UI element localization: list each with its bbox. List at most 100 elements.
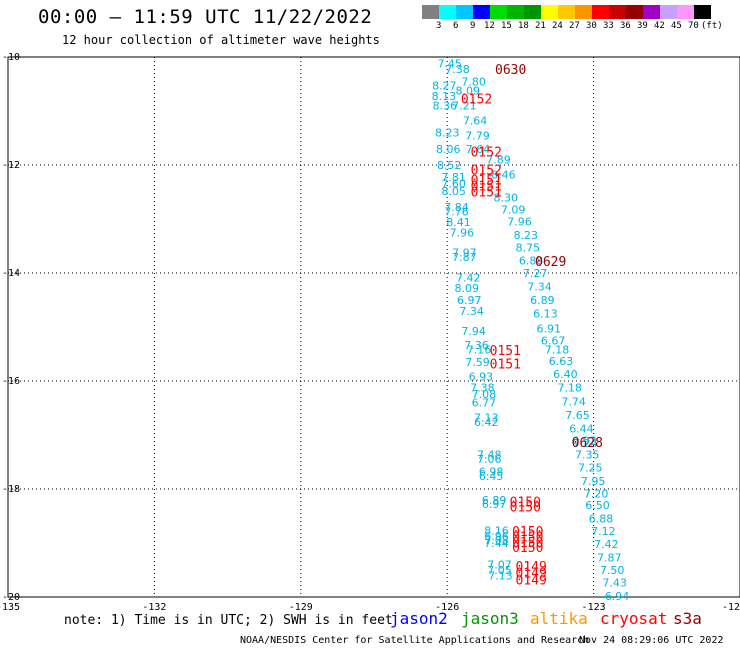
wave-height-label: 6.91 xyxy=(537,323,562,336)
wave-height-label: 7.95 xyxy=(581,475,606,488)
time-label: 0149 xyxy=(516,574,547,589)
y-tick-label: -12 xyxy=(2,160,20,171)
wave-height-label: 7.96 xyxy=(450,227,475,240)
wave-height-label: 8.23 xyxy=(514,229,539,242)
wave-height-label: 6.13 xyxy=(533,308,558,321)
color-swatch xyxy=(677,5,694,19)
wave-height-label: 7.96 xyxy=(507,216,532,229)
time-label: 0150 xyxy=(510,500,541,515)
wave-height-label: 6.93 xyxy=(469,371,494,384)
wave-height-label: 7.64 xyxy=(463,115,488,128)
color-scale-label: 6 xyxy=(453,21,459,31)
wave-height-label: 7.16 xyxy=(467,344,492,357)
color-scale-label: 45 xyxy=(671,21,682,31)
time-label: 0150 xyxy=(512,531,543,546)
wave-height-label: 7.13 xyxy=(474,412,499,425)
wave-height-label: 6.77 xyxy=(472,397,497,410)
wave-height-label: 7.34 xyxy=(527,281,552,294)
color-swatch xyxy=(541,5,558,19)
wave-height-label: 7.27 xyxy=(523,267,548,280)
wave-height-label: 7.43 xyxy=(602,576,627,589)
wave-height-label: 6.88 xyxy=(519,255,544,268)
wave-height-label: 8.27 xyxy=(432,80,457,93)
color-swatch xyxy=(524,5,541,19)
color-scale-label: 9 xyxy=(470,21,476,31)
time-label: 0149 xyxy=(516,560,547,575)
footer-note: note: 1) Time is in UTC; 2) SWH is in fe… xyxy=(64,613,393,628)
wave-height-label: 7.87 xyxy=(597,552,622,565)
wave-height-label: 8.06 xyxy=(436,143,461,156)
wave-height-label: 7.45 xyxy=(437,57,462,70)
wave-height-label: 6.88 xyxy=(589,513,614,526)
color-swatch xyxy=(592,5,609,19)
wave-height-label: 8.09 xyxy=(455,282,480,295)
color-scale-label: 33 xyxy=(603,21,614,31)
wave-height-label: 6.89 xyxy=(482,494,507,507)
wave-height-label: 7.50 xyxy=(600,564,625,577)
wave-height-label: 7.24 xyxy=(573,437,598,450)
satellite-legend-jason2: jason2 xyxy=(390,609,448,628)
y-tick-label: -14 xyxy=(2,268,20,279)
x-tick-label: -135 xyxy=(0,602,20,613)
wave-height-label: 7.42 xyxy=(594,538,619,551)
chart-title: 00:00 — 11:59 UTC 11/22/2022 xyxy=(38,6,373,28)
wave-height-label: 7.34 xyxy=(459,305,484,318)
wave-height-label: 7.48 xyxy=(477,448,502,461)
color-scale-label: 15 xyxy=(501,21,512,31)
wave-height-label: 7.84 xyxy=(444,201,469,214)
wave-height-label: 7.18 xyxy=(557,381,582,394)
time-label: 0150 xyxy=(512,525,543,540)
wave-height-label: 6.97 xyxy=(482,498,507,511)
wave-height-label: 7.08 xyxy=(472,388,497,401)
y-tick-label: -16 xyxy=(2,376,20,387)
color-scale-label: 42 xyxy=(654,21,665,31)
wave-height-label: 7.38 xyxy=(445,63,470,76)
satellite-legend-jason3: jason3 xyxy=(461,609,519,628)
wave-height-label: 7.09 xyxy=(501,203,526,216)
wave-height-label: 8.75 xyxy=(516,242,541,255)
time-label: 0152 xyxy=(471,146,502,161)
time-label: 0150 xyxy=(510,495,541,510)
wave-height-label: 8.46 xyxy=(491,169,516,182)
wave-height-label: 7.80 xyxy=(461,75,486,88)
color-swatch xyxy=(609,5,626,19)
wave-height-label: 7.59 xyxy=(465,356,490,369)
time-label: 0151 xyxy=(471,185,502,200)
wave-height-label: 7.21 xyxy=(452,100,477,113)
time-label: 0629 xyxy=(535,255,566,270)
color-scale-label: 30 xyxy=(586,21,597,31)
wave-height-label: 7.07 xyxy=(487,559,512,572)
wave-height-label: 8.05 xyxy=(441,185,466,198)
wave-height-label: 7.18 xyxy=(545,344,570,357)
wave-height-label: 6.92 xyxy=(572,434,597,447)
time-label: 0150 xyxy=(512,541,543,556)
color-scale-label: 70 xyxy=(688,21,699,31)
y-tick-label: -10 xyxy=(2,52,20,63)
x-tick-label: -132 xyxy=(142,602,166,613)
map-frame xyxy=(7,56,740,598)
x-tick-label: -123 xyxy=(582,602,606,613)
time-label: 0151 xyxy=(490,358,521,373)
wave-height-label: 8.09 xyxy=(455,84,480,97)
color-scale-labels: 3 6 9 12 15 18 21 24 27 30 33 36 39 42 45 70 (ft) xyxy=(422,21,740,35)
color-swatch xyxy=(558,5,575,19)
color-swatch xyxy=(507,5,524,19)
x-tick-label: -129 xyxy=(289,602,313,613)
wave-height-label: 7.89 xyxy=(486,154,511,167)
wave-height-label: 7.44 xyxy=(484,537,509,550)
wave-height-label: 8.13 xyxy=(432,90,457,103)
time-label: 0149 xyxy=(516,567,547,582)
wave-height-label: 7.65 xyxy=(565,409,590,422)
color-scale-label: 12 xyxy=(484,21,495,31)
color-swatch xyxy=(439,5,456,19)
wave-height-label: 6.42 xyxy=(474,416,499,429)
wave-height-label: 6.40 xyxy=(553,368,578,381)
y-tick-label: -18 xyxy=(2,484,20,495)
wave-height-label: 6.96 xyxy=(484,530,509,543)
color-scale-bar xyxy=(422,5,711,19)
color-swatch xyxy=(422,5,439,19)
y-tick-label: -20 xyxy=(2,592,20,603)
wave-height-label: 7.60 xyxy=(441,177,466,190)
time-label: 0151 xyxy=(471,174,502,189)
wave-height-label: 7.13 xyxy=(488,569,513,582)
